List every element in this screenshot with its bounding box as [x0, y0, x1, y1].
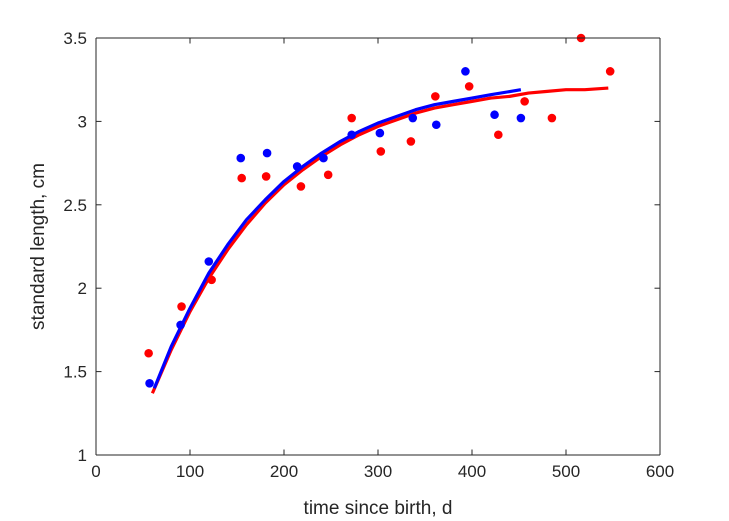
x-tick-label-0: 0: [91, 462, 100, 481]
y-tick-label-1: 1.5: [63, 363, 87, 382]
y-tick-label-4: 3: [78, 112, 87, 131]
blue-point-4: [262, 148, 272, 158]
red-point-5: [296, 182, 306, 191]
x-axis-label: time since birth, d: [304, 498, 453, 519]
blue-point-13: [516, 113, 526, 123]
red-point-8: [376, 147, 386, 156]
x-tick-label-2: 200: [270, 462, 298, 481]
red-point-7: [347, 113, 356, 123]
red-point-0: [144, 348, 153, 358]
x-tick-label-4: 400: [458, 462, 486, 481]
x-tick-label-1: 100: [176, 462, 204, 481]
blue-point-8: [375, 128, 385, 138]
blue-point-1: [176, 320, 185, 330]
blue-point-5: [292, 162, 302, 171]
red-fit-line: [150, 86, 609, 394]
blue-fit-line: [152, 88, 522, 389]
blue-point-2: [204, 257, 214, 266]
x-tick-label-5: 500: [552, 462, 580, 481]
y-axis-label: standard length, cm: [28, 163, 49, 330]
series-layer: [144, 33, 615, 394]
red-point-14: [547, 113, 557, 123]
y-tick-label-0: 1: [78, 446, 87, 465]
x-tick-label-6: 600: [646, 462, 674, 481]
red-point-16: [605, 67, 615, 76]
blue-point-12: [490, 110, 499, 120]
blue-point-10: [431, 120, 441, 130]
red-point-3: [237, 173, 246, 183]
plot-area: [96, 38, 660, 455]
y-tick-label-2: 2: [78, 279, 87, 298]
y-tick-label-3: 2.5: [63, 196, 87, 215]
red-point-10: [431, 92, 440, 101]
axes-layer: 0 100 200 300 400 500 600 1 1.5 2 2.5 3 3.5: [63, 29, 674, 481]
blue-point-6: [319, 153, 328, 163]
red-point-9: [406, 137, 416, 146]
red-point-6: [323, 170, 333, 180]
blue-point-0: [145, 378, 154, 388]
y-tick-label-5: 3.5: [63, 29, 87, 48]
blue-point-3: [236, 153, 246, 163]
x-tick-label-3: 300: [364, 462, 392, 481]
red-point-1: [177, 302, 186, 311]
blue-point-11: [461, 67, 470, 76]
blue-point-7: [347, 130, 356, 140]
red-point-13: [520, 97, 529, 106]
red-point-2: [207, 275, 216, 285]
red-point-11: [464, 82, 474, 91]
red-point-4: [261, 172, 271, 181]
blue-point-9: [408, 113, 418, 123]
red-point-12: [494, 130, 503, 140]
